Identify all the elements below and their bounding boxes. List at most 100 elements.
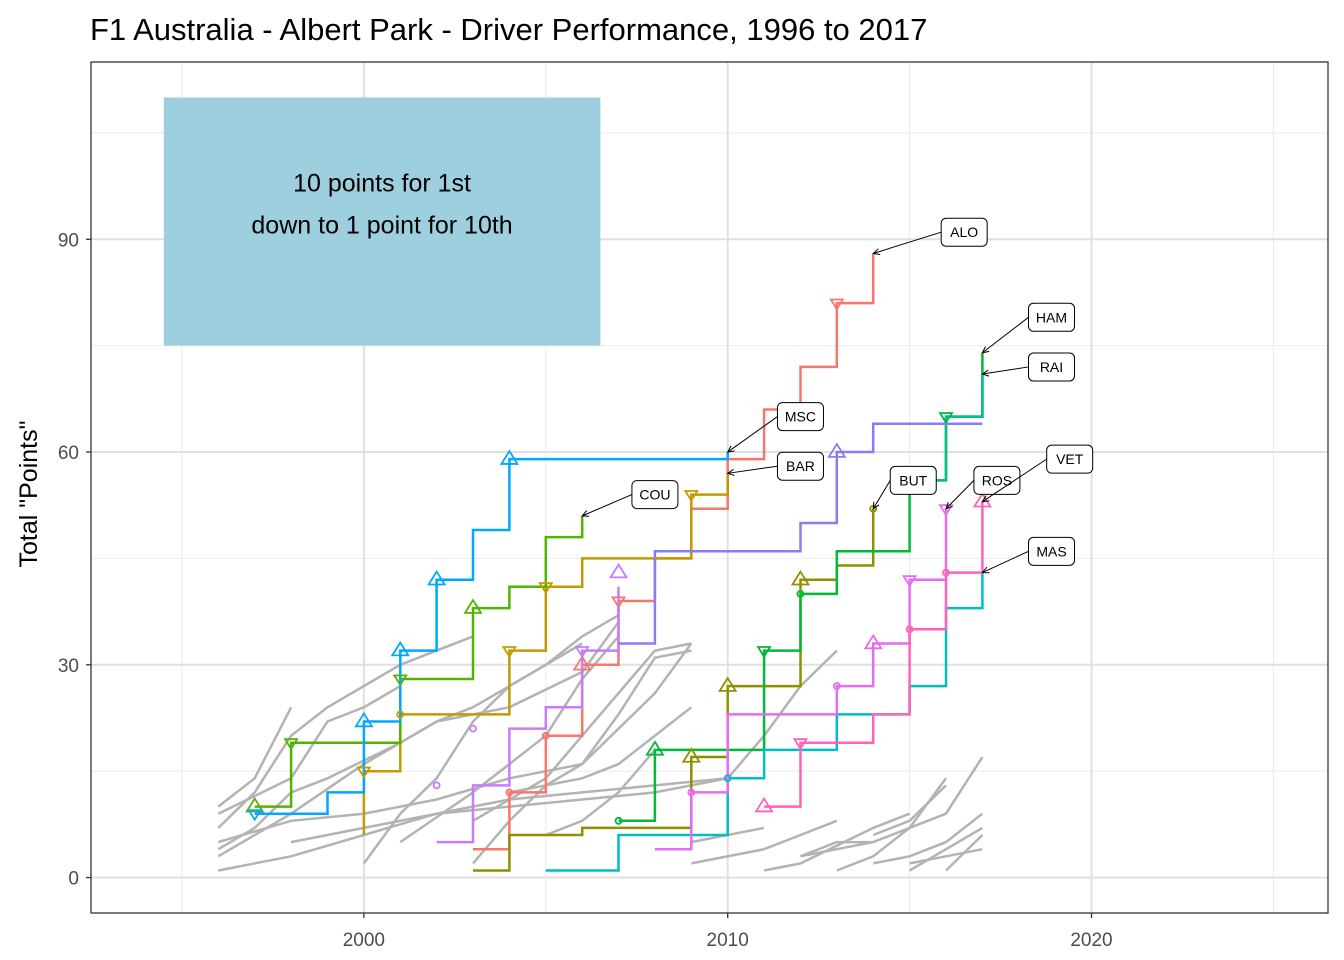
series-line-bar bbox=[362, 473, 729, 835]
driver-label-ham: HAM bbox=[1036, 309, 1067, 325]
label-arrow-head bbox=[981, 566, 990, 574]
data-point-circle bbox=[832, 682, 841, 690]
annotation-text-line: 10 points for 1st bbox=[293, 170, 471, 198]
annotation-box bbox=[163, 97, 601, 346]
driver-label-box bbox=[973, 465, 1021, 495]
data-point-circle bbox=[541, 731, 550, 740]
data-point-triangle-down bbox=[683, 490, 699, 503]
data-point-circle bbox=[614, 816, 623, 825]
data-point-triangle-up bbox=[354, 711, 374, 728]
data-point-circle bbox=[796, 589, 805, 598]
data-point-triangle-down bbox=[501, 646, 518, 659]
data-point-triangle-down bbox=[792, 738, 809, 751]
series-layer bbox=[254, 253, 984, 872]
background-series-line bbox=[472, 642, 692, 822]
driver-label-vet: VET bbox=[1056, 451, 1084, 467]
data-point-triangle-down bbox=[247, 809, 263, 822]
background-series-line bbox=[726, 649, 838, 780]
y-axis-label: Total "Points" bbox=[15, 421, 43, 568]
annotation-layer: 10 points for 1st down to 1 point for 10t… bbox=[163, 97, 601, 346]
data-point-triangle-down bbox=[356, 766, 372, 779]
background-series-line bbox=[691, 819, 838, 865]
driver-label-ros: ROS bbox=[982, 472, 1012, 488]
data-point-triangle-up bbox=[718, 676, 738, 692]
data-point-triangle-down bbox=[538, 582, 554, 595]
series-line-mas bbox=[545, 572, 984, 872]
label-leader-line bbox=[945, 480, 975, 510]
data-point-triangle-down bbox=[756, 646, 772, 659]
data-point-triangle-down bbox=[938, 412, 954, 425]
y-tick-label: 90 bbox=[58, 230, 79, 251]
label-leader-line bbox=[982, 316, 1029, 354]
data-point-triangle-up bbox=[499, 449, 520, 465]
data-point-triangle-up bbox=[245, 796, 265, 813]
data-point-triangle-up bbox=[427, 569, 447, 586]
label-arrow-head bbox=[981, 346, 990, 354]
data-point-triangle-up bbox=[572, 655, 592, 671]
label-arrow-head bbox=[726, 445, 735, 453]
label-arrow-head bbox=[872, 248, 881, 255]
background-series-line bbox=[872, 784, 947, 837]
label-layer: ALO BAR COU MSC BUT HAM RAI MAS ROS VET bbox=[581, 217, 1094, 574]
data-point-triangle-up bbox=[863, 633, 883, 650]
label-leader-line bbox=[581, 494, 633, 517]
label-leader-line bbox=[727, 465, 778, 474]
label-arrow-head bbox=[981, 369, 990, 377]
driver-label-box bbox=[631, 480, 679, 510]
grid-layer bbox=[91, 62, 1328, 913]
data-point-circle bbox=[432, 781, 441, 790]
background-series-line bbox=[217, 685, 401, 815]
driver-label-box bbox=[1027, 302, 1075, 332]
label-leader-line bbox=[982, 458, 1047, 503]
data-point-triangle-up bbox=[390, 640, 410, 657]
label-leader-line bbox=[872, 480, 891, 510]
data-point-circle bbox=[396, 710, 405, 719]
driver-label-box bbox=[1027, 352, 1075, 382]
data-point-triangle-down bbox=[283, 738, 299, 751]
driver-label-bar: BAR bbox=[786, 458, 815, 474]
background-series-line bbox=[872, 812, 984, 865]
y-tick-label: 60 bbox=[58, 443, 79, 464]
y-tick-label: 0 bbox=[68, 869, 79, 890]
data-point-triangle-up bbox=[645, 740, 665, 756]
driver-label-box bbox=[776, 451, 824, 481]
driver-label-rai: RAI bbox=[1040, 359, 1063, 375]
series-line-ros bbox=[654, 508, 948, 851]
series-line-rai bbox=[909, 374, 984, 482]
background-series-line bbox=[909, 847, 983, 865]
data-point-circle bbox=[905, 625, 914, 634]
driver-label-cou: COU bbox=[639, 487, 670, 503]
data-point-circle bbox=[687, 788, 696, 797]
axis-layer: 2000 2010 2020 0 30 60 90 bbox=[58, 61, 1329, 951]
background-series-line bbox=[763, 812, 911, 872]
x-tick-label: 2020 bbox=[1070, 930, 1112, 951]
background-series-line bbox=[836, 777, 948, 872]
driver-label-box bbox=[889, 465, 937, 495]
driver-label-box bbox=[1027, 536, 1075, 566]
background-series-line bbox=[217, 706, 293, 808]
background-series-line bbox=[362, 642, 583, 865]
data-point-triangle-down bbox=[901, 575, 918, 588]
background-series-line bbox=[545, 749, 656, 837]
plot-panel-border bbox=[90, 61, 1329, 914]
background-series-line bbox=[800, 840, 874, 858]
driver-label-mas: MAS bbox=[1036, 543, 1066, 559]
data-point-triangle-up bbox=[608, 562, 629, 579]
label-leader-line bbox=[982, 366, 1029, 375]
data-point-triangle-down bbox=[610, 596, 627, 609]
annotation-text-line: down to 1 point for 10th bbox=[251, 212, 512, 240]
series-line-cou bbox=[254, 515, 584, 808]
driver-label-alo: ALO bbox=[950, 224, 978, 240]
series-line-but bbox=[473, 508, 875, 872]
x-tick-label: 2010 bbox=[707, 930, 749, 951]
background-series-line bbox=[908, 826, 984, 872]
data-point-triangle-up bbox=[681, 747, 701, 763]
background-series-line bbox=[217, 635, 474, 829]
data-point-circle bbox=[469, 724, 477, 733]
label-leader-line bbox=[982, 550, 1029, 574]
driver-label-box bbox=[940, 217, 988, 247]
data-point-triangle-up bbox=[827, 442, 847, 458]
data-point-triangle-up bbox=[463, 598, 483, 614]
data-point-triangle-down bbox=[829, 298, 845, 311]
